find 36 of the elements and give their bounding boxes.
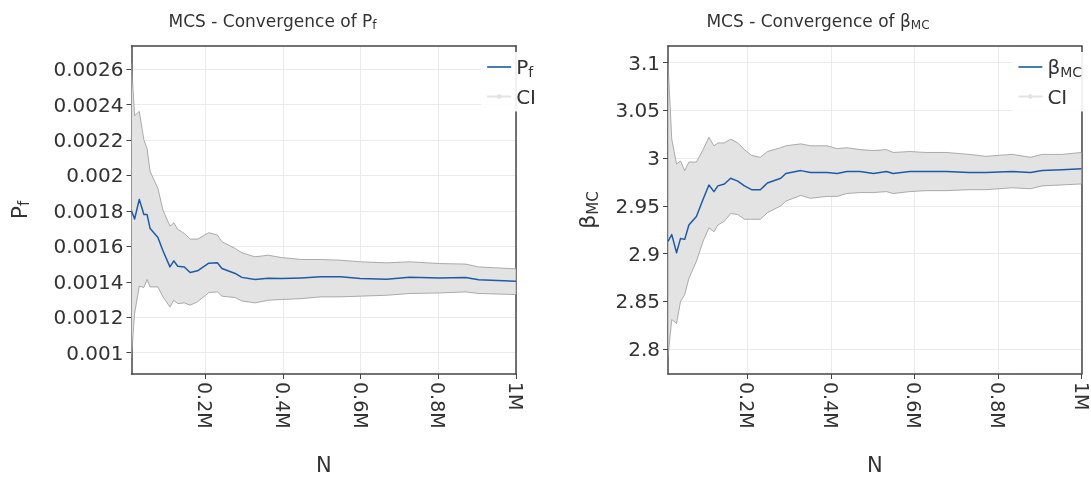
y-tick-label: 2.8 <box>628 337 660 362</box>
legend-label: Pf <box>516 55 535 80</box>
x-tick-label: 0.8M <box>427 382 450 429</box>
y-tick-label: 3 <box>647 146 660 171</box>
x-tick-label: 1M <box>505 382 527 411</box>
text: CI <box>516 84 537 109</box>
x-tick-label: 0.2M <box>194 382 217 429</box>
y-tick-label: 0.002 <box>66 163 124 188</box>
x-tick-label: 0.6M <box>903 382 926 429</box>
y-tick-label: 0.0018 <box>53 198 124 223</box>
x-tick-label: 0.4M <box>819 382 842 429</box>
y-tick-label: 0.0012 <box>53 305 124 330</box>
legend-label: βMC <box>1047 55 1083 80</box>
y-tick-label: 2.9 <box>628 241 660 266</box>
y-tick-label: 0.0016 <box>53 234 124 259</box>
y-tick-label: 0.001 <box>66 340 124 365</box>
x-tick-label: 0.2M <box>736 382 759 429</box>
y-tick-label: 2.95 <box>615 193 660 218</box>
annotation: CI <box>1047 84 1068 109</box>
x-tick-label: 0.6M <box>349 382 372 429</box>
y-tick-label: 0.0022 <box>53 127 124 152</box>
y-tick-label: 0.0014 <box>53 269 124 294</box>
x-tick-label: 1M <box>1070 382 1091 411</box>
line-series <box>667 167 1083 254</box>
y-axis-title: Pf <box>6 200 33 220</box>
y-tick-label: 3.1 <box>628 50 660 75</box>
y-tick-label: 3.05 <box>615 98 660 123</box>
x-axis-title: N <box>866 452 883 477</box>
x-tick-label: 0.8M <box>986 382 1009 429</box>
line-series <box>130 198 517 283</box>
x-axis-title: N <box>315 452 332 477</box>
y-tick-label: 0.0024 <box>53 92 124 117</box>
y-tick-label: 2.85 <box>615 289 660 314</box>
y-tick-label: 0.0026 <box>53 57 124 82</box>
x-tick-label: 0.4M <box>271 382 294 429</box>
y-axis-title: βMC <box>575 191 602 229</box>
